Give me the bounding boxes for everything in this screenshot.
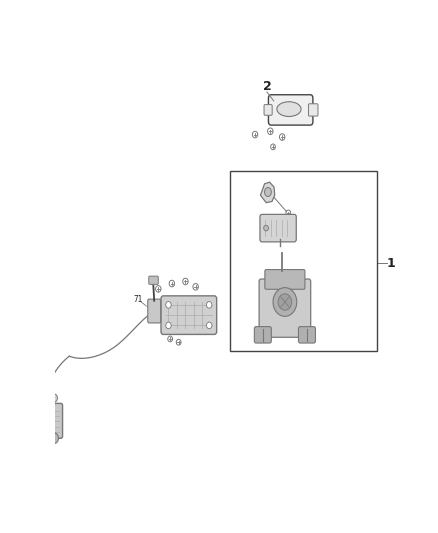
Circle shape — [51, 394, 57, 402]
Circle shape — [166, 322, 171, 329]
FancyBboxPatch shape — [268, 95, 313, 125]
FancyBboxPatch shape — [260, 214, 296, 242]
FancyBboxPatch shape — [46, 403, 63, 438]
FancyBboxPatch shape — [254, 327, 271, 343]
Circle shape — [166, 302, 171, 308]
FancyBboxPatch shape — [149, 276, 158, 284]
FancyBboxPatch shape — [264, 104, 272, 115]
Circle shape — [278, 294, 292, 310]
Circle shape — [206, 322, 212, 329]
FancyBboxPatch shape — [161, 296, 217, 334]
Ellipse shape — [265, 188, 271, 197]
FancyBboxPatch shape — [308, 104, 318, 116]
FancyBboxPatch shape — [148, 299, 161, 323]
Bar — [230, 171, 377, 351]
Circle shape — [206, 302, 212, 308]
Circle shape — [264, 225, 268, 231]
Circle shape — [273, 288, 297, 317]
Text: 1: 1 — [386, 256, 395, 270]
PathPatch shape — [261, 182, 275, 203]
Ellipse shape — [277, 102, 301, 117]
Text: 71: 71 — [133, 295, 142, 304]
Circle shape — [49, 433, 59, 443]
Text: 2: 2 — [262, 80, 271, 93]
FancyBboxPatch shape — [298, 327, 315, 343]
FancyBboxPatch shape — [259, 279, 311, 337]
FancyBboxPatch shape — [265, 270, 305, 289]
